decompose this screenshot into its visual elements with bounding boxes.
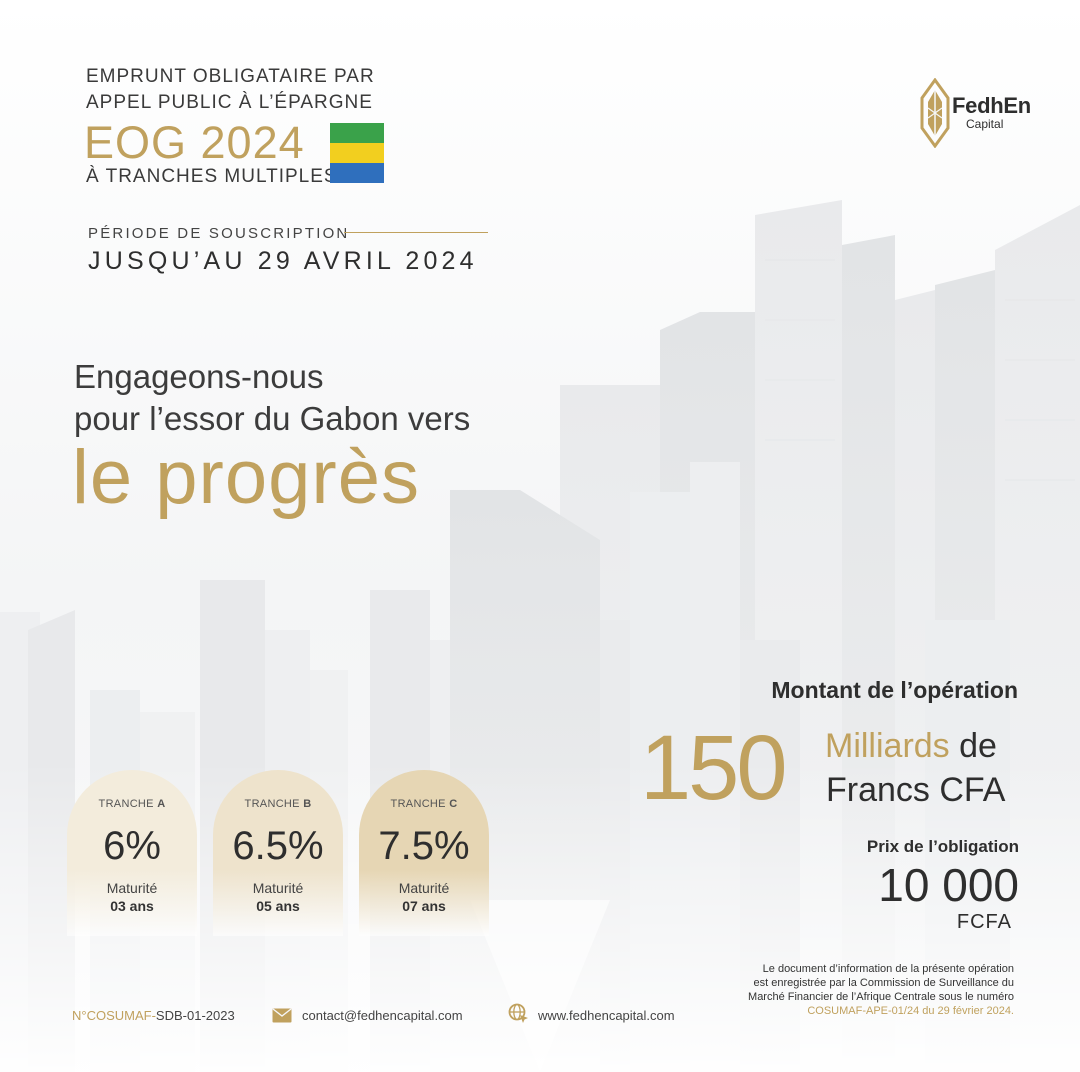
envelope-icon [272,1008,292,1023]
tagline-line1: Engageons-nous [74,358,324,395]
globe-cursor-icon [508,1003,530,1025]
tranche-card-b: TRANCHE B 6.5% Maturité 05 ans [213,770,343,936]
headline-line1: EMPRUNT OBLIGATAIRE PAR [86,66,375,87]
headline-line2: APPEL PUBLIC À L’ÉPARGNE [86,92,373,113]
legal-line: Marché Financier de l’Afrique Centrale s… [748,991,1014,1003]
subscription-deadline: JUSQU’AU 29 AVRIL 2024 [88,247,478,275]
fedhen-emblem-icon [920,77,950,149]
registration-number: N°COSUMAF-SDB-01-2023 [72,1008,235,1023]
flag-stripe-green [330,123,384,143]
bond-price-value: 10 000 [878,859,1019,911]
tranche-duration: 07 ans [402,898,446,914]
operation-amount-title: Montant de l’opération [771,677,1018,703]
registration-code: SDB-01-2023 [155,1008,235,1023]
bond-price-unit: FCFA [956,911,1012,933]
tranche-label: TRANCHE B [244,798,312,810]
tagline-highlight: le progrès [72,435,420,520]
amount-unit-billions: Milliards [825,727,950,765]
gabon-flag-icon [330,123,384,183]
flag-stripe-yellow [330,143,384,163]
amount-unit-de: de [959,727,997,765]
tranche-card-c: TRANCHE C 7.5% Maturité 07 ans [359,770,489,936]
legal-notice: Le document d’information de la présente… [748,962,1014,1018]
tranche-maturity-label: Maturité [398,880,450,896]
legal-reference: COSUMAF-APE-01/24 du 29 février 2024. [807,1005,1014,1017]
flag-stripe-blue [330,163,384,183]
headline-line3: À TRANCHES MULTIPLES [86,166,338,187]
subscription-period-label: PÉRIODE DE SOUSCRIPTION [88,225,350,242]
logo-subtitle: Capital [966,117,1004,131]
logo-wordmark: FedhEn [952,93,1031,118]
operation-amount-value: 150 [640,717,787,819]
contact-email-link[interactable]: contact@fedhencapital.com [302,1008,463,1023]
tranche-label: TRANCHE A [98,798,166,810]
tranche-maturity-label: Maturité [106,880,158,896]
tagline-line2: pour l’essor du Gabon vers [74,400,471,437]
tranche-rate: 6% [103,824,161,868]
legal-line: est enregistrée par la Commission de Sur… [753,977,1014,989]
bond-price-label: Prix de l’obligation [866,837,1019,856]
website-link[interactable]: www.fedhencapital.com [538,1008,675,1023]
divider-line [344,232,488,233]
tranche-rate: 6.5% [232,824,324,868]
legal-line: Le document d’information de la présente… [762,963,1014,975]
bond-name-title: EOG 2024 [84,117,305,168]
tranche-duration: 03 ans [110,898,154,914]
registration-prefix: N°COSUMAF- [72,1008,156,1023]
tranche-card-a: TRANCHE A 6% Maturité 03 ans [67,770,197,936]
tranche-label: TRANCHE C [390,798,458,810]
tranche-rate: 7.5% [378,824,470,868]
tranche-maturity-label: Maturité [252,880,304,896]
operation-amount-unit-line2: Francs CFA [826,771,1006,809]
operation-amount-unit-line1: Milliards de [825,726,997,766]
tranche-duration: 05 ans [256,898,300,914]
